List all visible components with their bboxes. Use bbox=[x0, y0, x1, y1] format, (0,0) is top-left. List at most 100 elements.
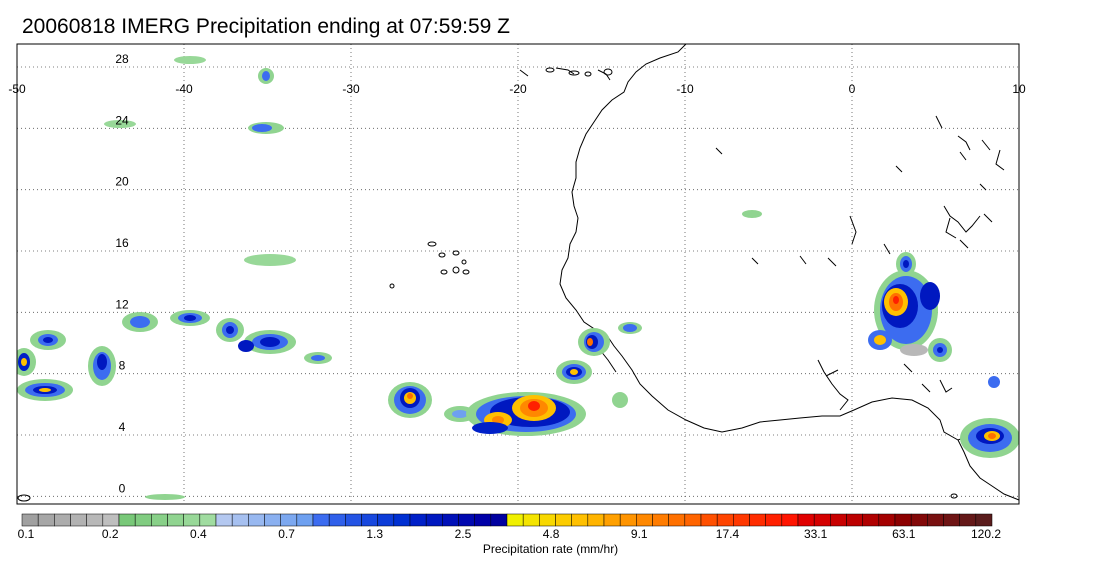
map-title: 20060818 IMERG Precipitation ending at 0… bbox=[22, 15, 510, 38]
latitude-labels: 28 24 20 16 12 8 4 0 bbox=[115, 52, 129, 495]
colorbar-tick-labels: 0.1 0.2 0.4 0.7 1.3 2.5 4.8 9.1 17.4 33.1 63.1 120.… bbox=[18, 527, 1002, 541]
colorbar-tick-label: 0.1 bbox=[18, 527, 35, 541]
colorbar-swatch bbox=[636, 513, 653, 527]
colorbar-swatch bbox=[603, 513, 621, 527]
colorbar-swatch bbox=[571, 513, 589, 527]
map-frame bbox=[16, 43, 1020, 505]
colorbar-swatch bbox=[846, 513, 863, 527]
colorbar-swatch bbox=[975, 513, 993, 527]
colorbar-swatch bbox=[490, 513, 508, 527]
map-area bbox=[17, 44, 1019, 504]
colorbar-swatch bbox=[151, 513, 168, 527]
colorbar-swatch bbox=[733, 513, 750, 527]
colorbar-swatch bbox=[716, 513, 734, 527]
colorbar-label: Precipitation rate (mm/hr) bbox=[482, 542, 619, 556]
colorbar-swatch bbox=[167, 513, 184, 527]
colorbar-swatch bbox=[21, 513, 39, 527]
colorbar-tick-label: 63.1 bbox=[892, 527, 916, 541]
colorbar-swatch bbox=[587, 513, 605, 527]
colorbar-swatch bbox=[393, 513, 411, 527]
colorbar-swatch bbox=[668, 513, 686, 527]
colorbar-swatch bbox=[118, 513, 136, 527]
lat-tick-label: 16 bbox=[115, 236, 129, 250]
colorbar-swatch bbox=[442, 513, 459, 527]
colorbar-tick-label: 0.7 bbox=[278, 527, 295, 541]
colorbar-tick-label: 1.3 bbox=[366, 527, 383, 541]
colorbar-tick-label: 33.1 bbox=[804, 527, 828, 541]
colorbar-swatch bbox=[102, 513, 120, 527]
colorbar-tick-label: 9.1 bbox=[631, 527, 648, 541]
coastline-gulf-of-guinea bbox=[957, 439, 1019, 501]
colorbar-swatch bbox=[361, 513, 378, 527]
colorbar-swatch bbox=[781, 513, 799, 527]
colorbar-swatch bbox=[377, 513, 395, 527]
colorbar-swatch bbox=[345, 513, 362, 527]
colorbar-swatch bbox=[959, 513, 977, 527]
colorbar-swatch bbox=[506, 513, 524, 527]
lat-tick-label: 8 bbox=[119, 359, 126, 373]
colorbar-tick-label: 4.8 bbox=[543, 527, 560, 541]
colorbar-swatch bbox=[927, 513, 944, 527]
colorbar-swatch bbox=[280, 513, 298, 527]
lat-tick-label: 4 bbox=[119, 420, 126, 434]
lon-tick-label: 0 bbox=[849, 82, 856, 96]
colorbar-swatch bbox=[248, 513, 265, 527]
colorbar-swatch bbox=[797, 513, 815, 527]
colorbar-swatch bbox=[409, 513, 427, 527]
lon-tick-label: 10 bbox=[1012, 82, 1026, 96]
colorbar bbox=[21, 513, 993, 527]
lon-tick-label: -40 bbox=[175, 82, 193, 96]
colorbar-swatch bbox=[37, 513, 55, 527]
colorbar-swatch bbox=[134, 513, 152, 527]
colorbar-swatch bbox=[749, 513, 766, 527]
colorbar-swatch bbox=[522, 513, 540, 527]
colorbar-swatch bbox=[862, 513, 880, 527]
colorbar-swatch bbox=[555, 513, 572, 527]
colorbar-swatch bbox=[199, 513, 217, 527]
colorbar-swatch bbox=[878, 513, 896, 527]
colorbar-swatch bbox=[910, 513, 928, 527]
colorbar-tick-label: 17.4 bbox=[716, 527, 740, 541]
lat-tick-label: 0 bbox=[119, 481, 126, 495]
colorbar-swatch bbox=[54, 513, 71, 527]
colorbar-swatch bbox=[328, 513, 346, 527]
colorbar-swatch bbox=[830, 513, 847, 527]
longitude-labels: -50 -40 -30 -20 -10 0 10 bbox=[8, 82, 1026, 96]
colorbar-swatch bbox=[943, 513, 960, 527]
precipitation-cells bbox=[17, 56, 1019, 500]
lon-tick-label: -30 bbox=[342, 82, 360, 96]
colorbar-swatch bbox=[700, 513, 718, 527]
colorbar-swatch bbox=[215, 513, 233, 527]
islands bbox=[17, 67, 958, 502]
colorbar-swatch bbox=[70, 513, 87, 527]
lon-tick-label: -10 bbox=[676, 82, 694, 96]
lat-tick-label: 12 bbox=[115, 297, 129, 311]
lat-tick-label: 28 bbox=[115, 52, 129, 66]
colorbar-swatch bbox=[684, 513, 702, 527]
colorbar-swatch bbox=[813, 513, 831, 527]
colorbar-swatch bbox=[474, 513, 492, 527]
colorbar-swatch bbox=[264, 513, 281, 527]
colorbar-swatch bbox=[86, 513, 104, 527]
colorbar-swatch bbox=[296, 513, 314, 527]
lat-tick-label: 20 bbox=[115, 175, 129, 189]
colorbar-swatch bbox=[539, 513, 556, 527]
colorbar-tick-label: 0.2 bbox=[102, 527, 119, 541]
colorbar-swatch bbox=[312, 513, 330, 527]
colorbar-swatch bbox=[894, 513, 912, 527]
colorbar-swatch bbox=[231, 513, 249, 527]
colorbar-tick-label: 0.4 bbox=[190, 527, 207, 541]
colorbar-swatch bbox=[619, 513, 637, 527]
colorbar-swatch bbox=[458, 513, 475, 527]
lon-tick-label: -20 bbox=[509, 82, 527, 96]
colorbar-swatch bbox=[652, 513, 669, 527]
colorbar-swatch bbox=[425, 513, 443, 527]
colorbar-tick-label: 120.2 bbox=[971, 527, 1001, 541]
coastline-west-africa bbox=[559, 44, 1019, 441]
lat-tick-label: 24 bbox=[115, 113, 129, 127]
lon-tick-label: -50 bbox=[8, 82, 26, 96]
inland-water-features bbox=[519, 67, 1005, 411]
colorbar-swatch bbox=[765, 513, 783, 527]
colorbar-swatch bbox=[183, 513, 201, 527]
